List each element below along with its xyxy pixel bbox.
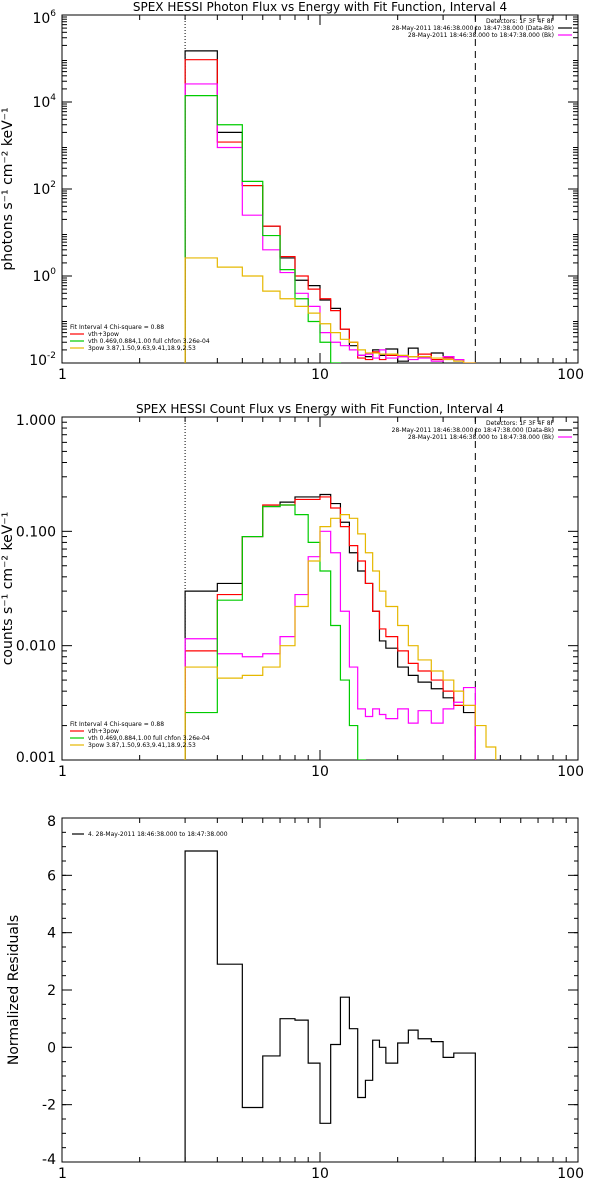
legend-left-entry: Fit Interval 4 Chi-square = 0.88: [70, 324, 164, 331]
y-axis-label: photons s⁻¹ cm⁻² keV⁻¹: [0, 107, 16, 270]
series-3pow: [184, 257, 476, 363]
y-tick-base: 10: [32, 95, 50, 111]
series-vth: [184, 95, 342, 363]
y-tick-label: 104: [32, 93, 56, 111]
series-group: [184, 50, 476, 363]
legend-right-entry: 28-May-2011 18:46:38.000 to 18:47:38.000…: [392, 25, 554, 32]
legend-right-entry: 28-May-2011 18:46:38.000 to 18:47:38.000…: [408, 32, 554, 39]
series-bk: [184, 83, 476, 363]
legend-left-entry: vth 0.469,0.884,1.00 full chfon 3.26e-04: [88, 338, 210, 345]
y-tick-label: 1.000: [16, 413, 56, 429]
x-tick-label: 100: [557, 1166, 584, 1182]
y-tick-label: -2: [42, 1098, 56, 1114]
legend-left-entry: vth 0.469,0.884,1.00 full chfon 3.26e-04: [88, 735, 210, 742]
y-tick-base: 10: [32, 269, 50, 285]
y-tick-exponent: 0: [50, 267, 56, 277]
y-tick-label: 0: [47, 1040, 56, 1056]
y-tick-label: 10-2: [29, 351, 56, 369]
series-vth-3pow: [184, 496, 476, 760]
x-tick-label: 1: [58, 367, 67, 383]
y-tick-label: 8: [47, 814, 56, 830]
legend-left-entry: 3pow 3.87,1.50,9.63,9.41,18.9,2.53: [88, 345, 196, 352]
y-tick-base: 10: [29, 353, 47, 369]
series-group: [184, 493, 497, 760]
y-tick-label: 6: [47, 868, 56, 884]
y-tick-exponent: 2: [50, 180, 56, 190]
series-vth: [184, 504, 367, 760]
series-group: [184, 850, 476, 1162]
y-axis-label: Normalized Residuals: [6, 915, 22, 1065]
x-tick-label: 10: [311, 1166, 329, 1182]
panel-photon: SPEX HESSI Photon Flux vs Energy with Fi…: [0, 0, 584, 383]
legend-left-entry: vth+3pow: [88, 728, 119, 735]
x-tick-label: 1: [58, 1166, 67, 1182]
legend-entry: 4. 28-May-2011 18:46:38.000 to 18:47:38.…: [88, 831, 228, 838]
panel-count: SPEX HESSI Count Flux vs Energy with Fit…: [0, 402, 584, 780]
y-tick-label: 0.100: [16, 524, 56, 540]
y-tick-exponent: -2: [47, 351, 56, 361]
series-bk: [184, 530, 476, 760]
panel-residuals: Normalized Residuals 1 10 100 -4 -2 0 2 4 6 8 4. 28…: [6, 814, 584, 1182]
y-tick-label: 100: [32, 267, 56, 285]
legend-right-entry: Detectors: 1F 3F 4F 8F: [486, 18, 555, 25]
y-tick-base: 10: [32, 182, 50, 198]
x-tick-label: 100: [557, 764, 584, 780]
legend-right-entry: Detectors: 1F 3F 4F 8F: [486, 420, 555, 427]
y-tick-exponent: 4: [50, 93, 56, 103]
x-tick-label: 100: [557, 367, 584, 383]
x-tick-label: 10: [311, 367, 329, 383]
y-tick-label: 106: [32, 9, 56, 27]
chart-title: SPEX HESSI Count Flux vs Energy with Fit…: [136, 402, 504, 416]
y-tick-label: 4: [47, 926, 56, 942]
x-tick-label: 10: [311, 764, 329, 780]
legend-right-entry: 28-May-2011 18:46:38.000 to 18:47:38.000…: [392, 427, 554, 434]
legend-right-entry: 28-May-2011 18:46:38.000 to 18:47:38.000…: [408, 434, 554, 441]
y-tick-label: -4: [42, 1152, 56, 1168]
y-tick-label: 2: [47, 983, 56, 999]
series-4-28-may-2011-18-46-38-000-to-18-47-38-000: [184, 850, 476, 1162]
plot-frame: [61, 416, 579, 761]
series-3pow: [184, 514, 497, 760]
legend-left-entry: vth+3pow: [88, 331, 119, 338]
y-tick-base: 10: [32, 11, 50, 27]
chart-title: SPEX HESSI Photon Flux vs Energy with Fi…: [133, 0, 507, 14]
y-axis-label: counts s⁻¹ cm⁻² keV⁻¹: [0, 512, 16, 666]
legend-left-entry: Fit Interval 4 Chi-square = 0.88: [70, 721, 164, 728]
y-tick-label: 0.010: [16, 639, 56, 655]
series-vth-3pow: [184, 59, 465, 363]
series-data-bk: [184, 50, 465, 363]
y-tick-exponent: 6: [50, 9, 56, 19]
y-tick-label: 0.001: [16, 750, 56, 766]
legend-left-entry: 3pow 3.87,1.50,9.63,9.41,18.9,2.53: [88, 742, 196, 749]
x-tick-label: 1: [58, 764, 67, 780]
y-tick-label: 102: [32, 180, 56, 198]
